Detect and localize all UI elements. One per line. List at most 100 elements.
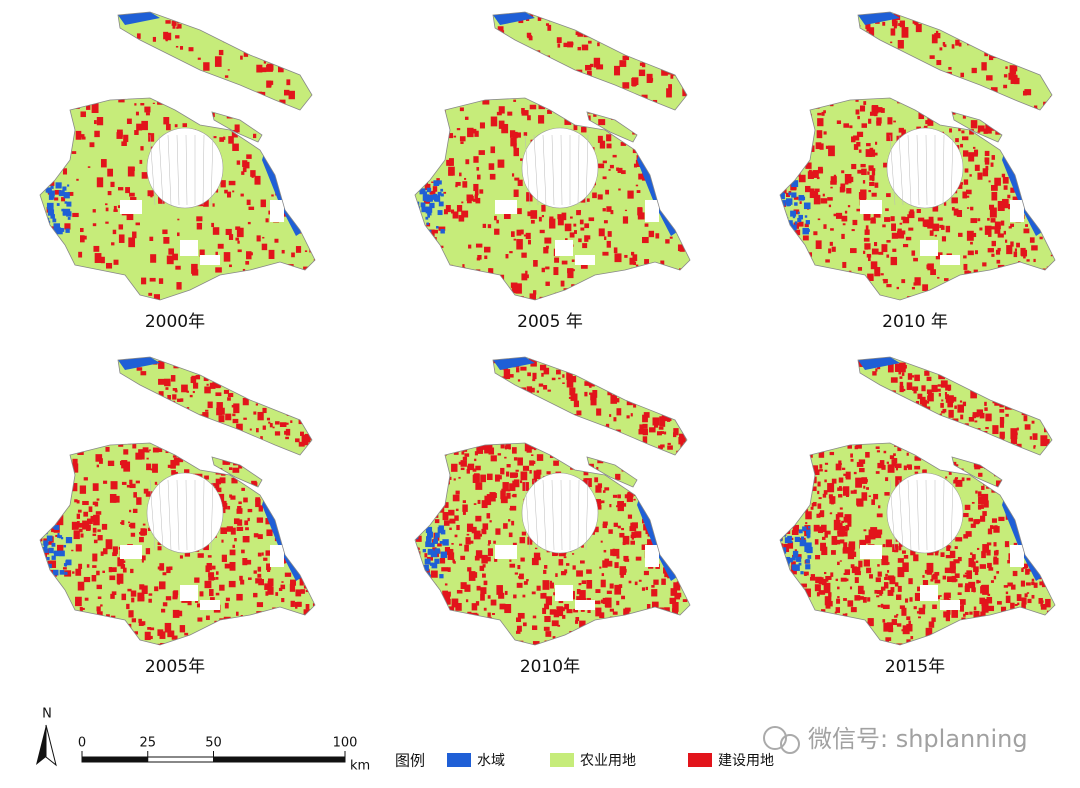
built-patch bbox=[801, 484, 805, 487]
built-patch bbox=[435, 612, 442, 617]
built-patch bbox=[1025, 522, 1032, 529]
built-patch bbox=[97, 529, 101, 532]
built-patch bbox=[573, 293, 580, 300]
built-patch bbox=[964, 585, 970, 593]
built-patch bbox=[978, 30, 985, 36]
built-patch bbox=[994, 221, 1001, 230]
built-patch bbox=[237, 91, 242, 98]
built-patch bbox=[302, 473, 308, 479]
built-patch bbox=[104, 409, 110, 414]
built-patch bbox=[580, 560, 585, 564]
built-patch bbox=[817, 118, 824, 127]
built-patch bbox=[295, 619, 298, 623]
built-patch bbox=[40, 473, 46, 479]
built-patch bbox=[42, 604, 49, 614]
built-patch bbox=[172, 596, 178, 600]
water-patch bbox=[780, 180, 782, 183]
built-patch bbox=[664, 278, 669, 284]
built-patch bbox=[876, 513, 883, 518]
water-patch bbox=[415, 572, 421, 579]
built-patch bbox=[1050, 404, 1055, 409]
built-patch bbox=[134, 130, 139, 135]
built-patch bbox=[644, 259, 650, 265]
built-patch bbox=[669, 491, 675, 500]
built-patch bbox=[584, 391, 588, 397]
built-patch bbox=[883, 162, 888, 168]
built-patch bbox=[432, 614, 440, 624]
built-patch bbox=[141, 597, 145, 601]
water-patch bbox=[65, 559, 72, 566]
built-patch bbox=[74, 617, 81, 624]
built-patch bbox=[134, 631, 139, 635]
built-patch bbox=[207, 401, 213, 409]
built-patch bbox=[919, 649, 921, 651]
built-patch bbox=[75, 294, 79, 298]
built-patch bbox=[459, 136, 466, 142]
built-patch bbox=[835, 422, 840, 427]
built-patch bbox=[160, 405, 163, 409]
built-patch bbox=[968, 152, 975, 162]
built-patch bbox=[672, 286, 677, 291]
built-patch bbox=[462, 405, 469, 415]
built-patch bbox=[456, 60, 463, 65]
built-patch bbox=[410, 260, 415, 263]
built-patch bbox=[607, 89, 611, 94]
built-patch bbox=[996, 124, 1004, 131]
built-patch bbox=[604, 450, 612, 460]
built-patch bbox=[502, 433, 506, 437]
built-patch bbox=[261, 366, 268, 372]
built-patch bbox=[213, 136, 217, 139]
built-patch bbox=[825, 626, 831, 635]
built-patch bbox=[846, 188, 852, 194]
built-patch bbox=[865, 149, 873, 157]
built-patch bbox=[1056, 62, 1061, 67]
built-patch bbox=[616, 505, 619, 508]
built-patch bbox=[157, 629, 164, 636]
built-patch bbox=[273, 360, 278, 364]
built-patch bbox=[84, 18, 89, 25]
built-patch bbox=[695, 648, 699, 651]
built-patch bbox=[660, 431, 664, 435]
built-patch bbox=[668, 550, 674, 555]
built-patch bbox=[631, 537, 634, 540]
built-patch bbox=[933, 102, 941, 111]
built-patch bbox=[1005, 595, 1011, 604]
built-patch bbox=[668, 287, 673, 292]
built-patch bbox=[430, 570, 438, 578]
built-patch bbox=[545, 631, 552, 637]
built-patch bbox=[475, 601, 480, 606]
built-patch bbox=[167, 418, 171, 422]
built-patch bbox=[613, 247, 618, 254]
built-patch bbox=[572, 117, 576, 120]
built-patch bbox=[620, 389, 625, 393]
built-patch bbox=[571, 259, 575, 262]
built-patch bbox=[529, 104, 537, 110]
built-patch bbox=[980, 374, 988, 383]
built-patch bbox=[572, 633, 579, 640]
built-patch bbox=[861, 285, 869, 295]
built-patch bbox=[871, 66, 876, 71]
built-patch bbox=[464, 177, 467, 180]
built-patch bbox=[175, 45, 179, 48]
built-patch bbox=[99, 425, 104, 432]
built-patch bbox=[642, 272, 647, 279]
built-patch bbox=[521, 531, 527, 536]
built-patch bbox=[821, 283, 825, 286]
built-patch bbox=[588, 40, 592, 44]
built-patch bbox=[853, 489, 857, 494]
built-patch bbox=[54, 428, 58, 431]
built-patch bbox=[618, 188, 621, 191]
built-patch bbox=[1025, 305, 1030, 311]
built-patch bbox=[146, 428, 154, 434]
built-patch bbox=[1016, 448, 1019, 451]
built-patch bbox=[474, 451, 478, 456]
built-patch bbox=[918, 217, 925, 222]
built-patch bbox=[62, 444, 68, 451]
built-patch bbox=[299, 183, 306, 188]
built-patch bbox=[622, 638, 629, 644]
built-patch bbox=[96, 606, 101, 612]
built-patch bbox=[938, 393, 941, 397]
built-patch bbox=[619, 60, 627, 67]
built-patch bbox=[417, 21, 422, 28]
